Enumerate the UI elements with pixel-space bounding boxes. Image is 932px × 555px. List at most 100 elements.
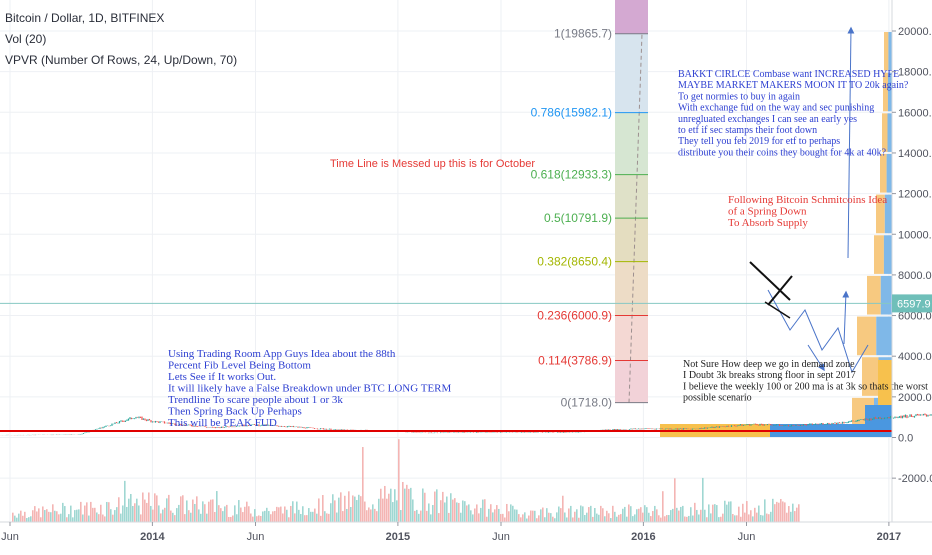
volume-bar: [610, 518, 612, 522]
volume-bar: [516, 509, 518, 522]
volume-bar: [402, 481, 404, 522]
volume-bar: [138, 505, 140, 522]
vpvr-down-bar: [888, 32, 892, 71]
volume-bar: [154, 493, 156, 522]
volume-bar: [156, 495, 158, 522]
volume-bar: [50, 512, 52, 522]
hype-note-line: BAKKT CIRLCE Combase want INCREASED HYPE: [678, 69, 899, 80]
volume-bar: [230, 516, 232, 522]
volume-bar: [254, 509, 256, 522]
volume-bar: [736, 515, 738, 522]
volume-indicator-label[interactable]: Vol (20): [5, 32, 46, 46]
volume-bar: [88, 515, 90, 522]
volume-bar: [432, 505, 434, 522]
vpvr-up-bar: [883, 72, 888, 112]
volume-bar: [108, 502, 110, 522]
volume-bar: [84, 505, 86, 522]
volume-bar: [374, 508, 376, 522]
volume-bar: [208, 501, 210, 522]
volume-bar: [244, 506, 246, 522]
volume-bar: [274, 510, 276, 522]
volume-bar: [562, 495, 564, 522]
vpvr-down-bar: [883, 235, 892, 274]
volume-bar: [14, 515, 16, 522]
volume-bar: [542, 507, 544, 522]
fib-level-label: 1(19865.7): [554, 27, 612, 41]
wedge-line-lower: [767, 275, 793, 306]
volume-bar: [444, 502, 446, 522]
volume-bar: [290, 505, 292, 522]
volume-bar: [326, 513, 328, 522]
volume-bar: [196, 496, 198, 522]
volume-bar: [446, 496, 448, 522]
volume-bar: [398, 439, 400, 522]
current-price-label: 6597.9: [897, 298, 931, 310]
volume-bar: [160, 513, 162, 522]
volume-bar: [212, 499, 214, 522]
volume-bar: [780, 498, 782, 522]
volume-bar: [426, 510, 428, 522]
volume-bars: [12, 439, 800, 522]
volume-bar: [474, 508, 476, 522]
volume-bar: [620, 514, 622, 522]
fib-band: [615, 112, 648, 175]
vpvr-up-bar: [876, 194, 885, 234]
volume-bar: [116, 507, 118, 522]
vpvr-down-bar: [884, 194, 892, 234]
volume-bar: [144, 499, 146, 522]
volume-bar: [122, 505, 124, 522]
volume-bar: [132, 506, 134, 522]
volume-bar: [124, 480, 126, 522]
fib-idea-note-line: Then Spring Back Up Perhaps: [168, 406, 302, 418]
volume-bar: [74, 510, 76, 522]
time-tick-label: Jun: [247, 531, 265, 543]
vpvr-down-bar: [886, 153, 892, 193]
volume-bar: [324, 511, 326, 522]
volume-bar: [190, 512, 192, 522]
volume-bar: [764, 499, 766, 522]
volume-bar: [732, 514, 734, 522]
vpvr-up-bar: [880, 153, 887, 193]
volume-bar: [76, 509, 78, 522]
volume-bar: [80, 501, 82, 522]
volume-bar: [464, 501, 466, 522]
volume-bar: [68, 514, 70, 522]
volume-bar: [568, 508, 570, 522]
volume-bar: [420, 510, 422, 522]
volume-bar: [422, 488, 424, 522]
volume-bar: [202, 501, 204, 522]
price-tick-label: 4000.0: [898, 351, 932, 363]
volume-bar: [150, 505, 152, 522]
volume-bar: [246, 501, 248, 522]
volume-bar: [794, 511, 796, 522]
volume-bar: [62, 502, 64, 522]
volume-bar: [294, 513, 296, 522]
fib-level-label: 0(1718.0): [561, 396, 612, 410]
timeline-note: Time Line is Messed up this is for Octob…: [330, 158, 535, 170]
volume-bar: [552, 516, 554, 522]
volume-bar: [690, 507, 692, 522]
fib-idea-note-line: Percent Fib Level Being Bottom: [168, 360, 311, 372]
volume-bar: [354, 496, 356, 522]
vpvr-down-bar: [880, 275, 892, 315]
volume-bar: [38, 508, 40, 522]
volume-bar: [590, 505, 592, 522]
volume-bar: [26, 518, 28, 522]
volume-bar: [316, 513, 318, 522]
hype-note-line: They tell you feb 2019 for etf to perhap…: [678, 136, 840, 147]
volume-bar: [554, 518, 556, 522]
volume-bar: [178, 504, 180, 522]
volume-bar: [512, 505, 514, 522]
volume-bar: [34, 506, 36, 522]
volume-bar: [320, 515, 322, 522]
vpvr-indicator-label[interactable]: VPVR (Number Of Rows, 24, Up/Down, 70): [5, 53, 237, 67]
volume-bar: [184, 514, 186, 522]
volume-bar: [314, 508, 316, 522]
vpvr-up-bar: [874, 235, 884, 274]
volume-bar: [134, 503, 136, 522]
volume-bar: [486, 516, 488, 522]
volume-bar: [92, 507, 94, 522]
volume-bar: [630, 506, 632, 522]
